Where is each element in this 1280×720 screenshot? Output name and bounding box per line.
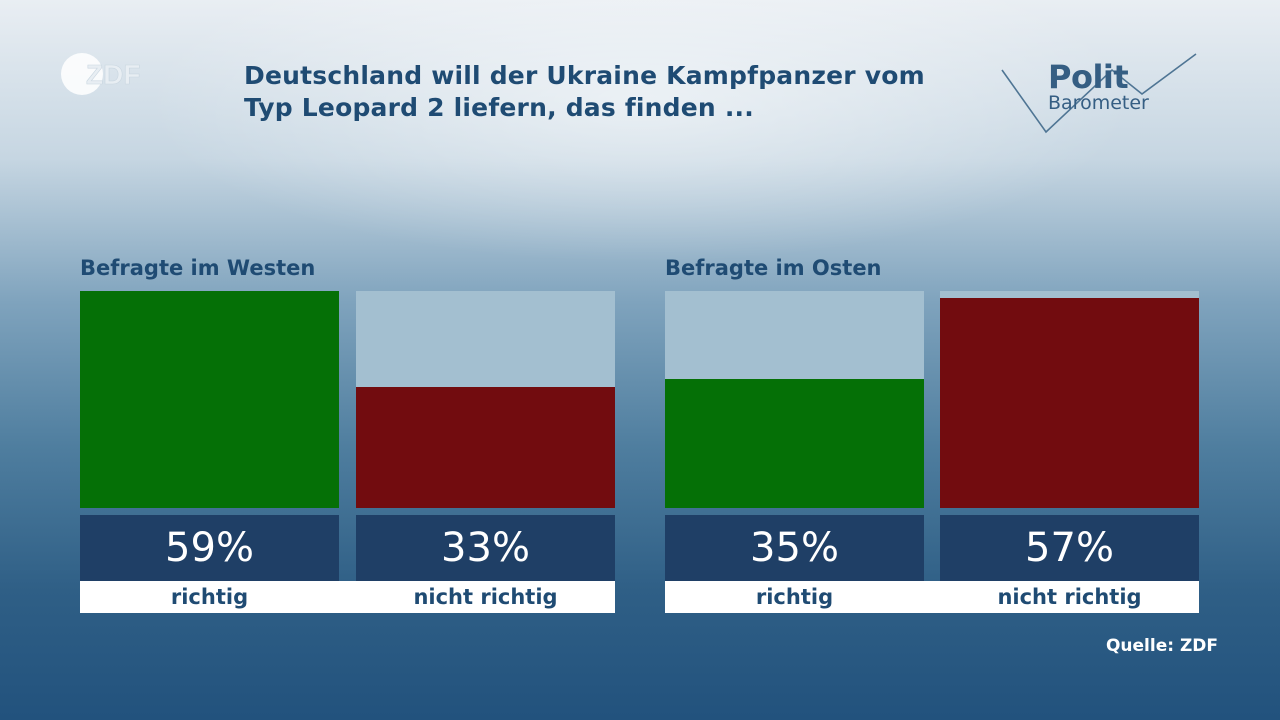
category-label-west-richtig: richtig — [170, 585, 249, 609]
zdf-logo: ZDF — [61, 53, 141, 95]
source-note: Quelle: ZDF — [1105, 636, 1218, 656]
brand-polit: Polit — [1048, 58, 1129, 96]
bar-track-east-nicht-richtig — [940, 291, 1199, 508]
category-strip-east — [665, 581, 1199, 613]
bar-track-east-richtig — [665, 291, 924, 508]
bar-east-nicht-richtig — [940, 298, 1199, 508]
category-label-east-richtig: richtig — [755, 585, 834, 609]
bar-west-nicht-richtig — [356, 386, 615, 508]
value-label-east-nicht-richtig: 57% — [940, 515, 1199, 581]
value-label-east-richtig: 35% — [665, 515, 924, 581]
category-label-east-nicht-richtig: nicht richtig — [997, 585, 1142, 609]
bar-west-richtig — [80, 291, 339, 508]
category-strip-west — [80, 581, 615, 613]
value-label-west-nicht-richtig: 33% — [356, 515, 615, 581]
bar-east-richtig — [665, 379, 924, 508]
bar-track-west-nicht-richtig — [356, 291, 615, 508]
value-label-west-richtig: 59% — [80, 515, 339, 581]
chart-title: Deutschland will der Ukraine Kampfpanzer… — [244, 61, 925, 122]
zigzag-line-icon — [1001, 53, 1197, 134]
panel-label-east: Befragte im Osten — [665, 256, 882, 280]
brand-barometer: Barometer — [1048, 92, 1149, 114]
svg-text:ZDF: ZDF — [86, 59, 140, 90]
bar-track-west-richtig — [80, 291, 339, 508]
panel-label-west: Befragte im Westen — [80, 256, 316, 280]
category-label-west-nicht-richtig: nicht richtig — [413, 585, 558, 609]
politbarometer-logo: Polit Barometer — [998, 46, 1202, 138]
